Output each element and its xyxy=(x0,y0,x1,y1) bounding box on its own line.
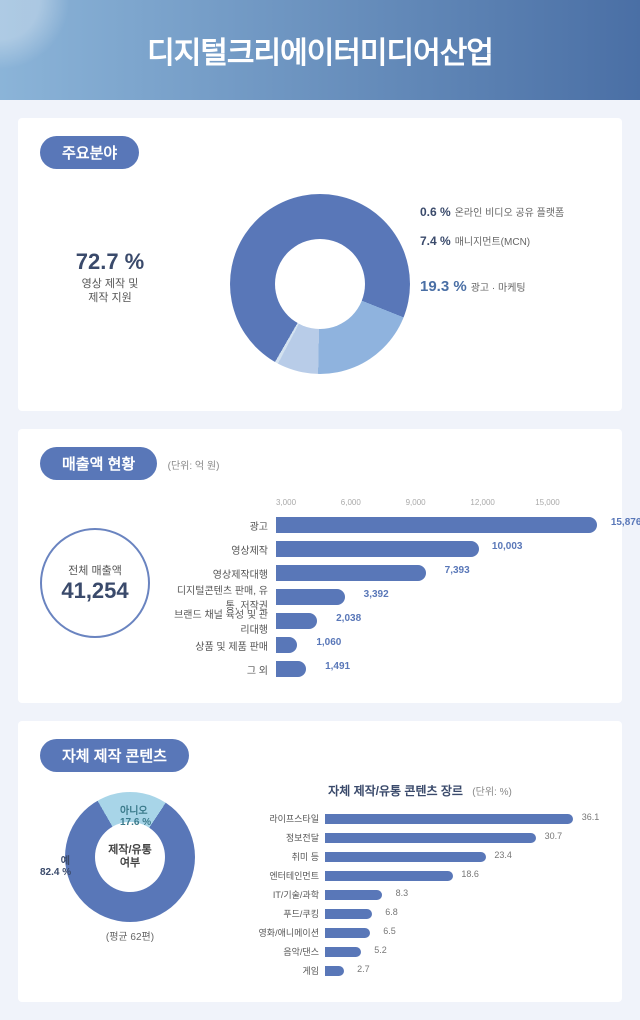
total-label: 전체 매출액 xyxy=(68,562,122,578)
axis-tick: 15,000 xyxy=(535,498,600,507)
genre-row: IT/기술/과학8.3 xyxy=(240,885,600,904)
genre-fill: 23.4 xyxy=(325,852,486,862)
donut-main-label: 72.7 % 영상 제작 및제작 지원 xyxy=(40,249,180,306)
page-title: 디지털크리에이터미디어산업 xyxy=(147,28,493,72)
bar-fill: 3,392 xyxy=(276,589,345,605)
header: 디지털크리에이터미디어산업 xyxy=(0,0,640,100)
genre-label: 엔터테인먼트 xyxy=(240,869,325,882)
genre-fill: 6.8 xyxy=(325,909,372,919)
genre-row: 취미 등23.4 xyxy=(240,847,600,866)
bar-label: 영상제작대행 xyxy=(166,566,276,581)
genre-fill: 8.3 xyxy=(325,890,382,900)
genre-row: 푸드/쿠킹6.8 xyxy=(240,904,600,923)
bar-value: 10,003 xyxy=(492,541,523,552)
genre-value: 23.4 xyxy=(494,850,512,860)
bar-row: 브랜드 채널 육성 및 관리대행2,038 xyxy=(166,609,600,633)
header-decoration xyxy=(0,0,70,70)
section-revenue: 매출액 현황 (단위: 억 원) 전체 매출액 41,254 3,0006,00… xyxy=(18,429,622,703)
genre-fill: 18.6 xyxy=(325,871,453,881)
small-donut-center: 제작/유통여부 xyxy=(95,822,165,892)
bar-row: 상품 및 제품 판매1,060 xyxy=(166,633,600,657)
genre-title: 자체 제작/유통 콘텐츠 장르 (단위: %) xyxy=(240,782,600,799)
genre-row: 게임2.7 xyxy=(240,961,600,980)
genre-row: 엔터테인먼트18.6 xyxy=(240,866,600,885)
bar-label: 상품 및 제품 판매 xyxy=(166,638,276,653)
genre-fill: 30.7 xyxy=(325,833,536,843)
genre-label: 게임 xyxy=(240,964,325,977)
genre-row: 음악/댄스5.2 xyxy=(240,942,600,961)
bar-value: 2,038 xyxy=(336,613,361,624)
genre-label: 영화/애니메이션 xyxy=(240,926,325,939)
genre-label: 취미 등 xyxy=(240,850,325,863)
genre-label: 푸드/쿠킹 xyxy=(240,907,325,920)
bar-fill: 7,393 xyxy=(276,565,426,581)
genre-fill: 5.2 xyxy=(325,947,361,957)
bar-fill: 2,038 xyxy=(276,613,317,629)
bar-label: 영상제작 xyxy=(166,542,276,557)
genre-value: 30.7 xyxy=(545,831,563,841)
genre-row: 라이프스타일36.1 xyxy=(240,809,600,828)
genre-fill: 6.5 xyxy=(325,928,370,938)
genre-value: 18.6 xyxy=(461,869,479,879)
bar-value: 3,392 xyxy=(364,589,389,600)
section1-badge: 주요분야 xyxy=(40,136,139,169)
bar-value: 1,060 xyxy=(316,637,341,648)
bar-fill: 10,003 xyxy=(276,541,479,557)
bar-row: 광고15,876 xyxy=(166,513,600,537)
revenue-bar-chart: 3,0006,0009,00012,00015,000 광고15,876영상제작… xyxy=(166,498,600,681)
section-own-content: 자체 제작 콘텐츠 제작/유통여부 아니오 17.6 % 예 82.4 % (평… xyxy=(18,721,622,1002)
bar-fill: 1,491 xyxy=(276,661,306,677)
axis-tick: 6,000 xyxy=(341,498,406,507)
genre-row: 영화/애니메이션6.5 xyxy=(240,923,600,942)
genre-label: 음악/댄스 xyxy=(240,945,325,958)
bar-value: 15,876 xyxy=(611,517,640,528)
bar-row: 영상제작10,003 xyxy=(166,537,600,561)
genre-label: 정보전달 xyxy=(240,831,325,844)
bar-axis: 3,0006,0009,00012,00015,000 xyxy=(166,498,600,507)
genre-value: 36.1 xyxy=(582,812,600,822)
section-main-fields: 주요분야 72.7 % 영상 제작 및제작 지원 0.6 %온라인 비디오 공유… xyxy=(18,118,622,411)
callout-item: 19.3 %광고 · 마케팅 xyxy=(420,278,600,295)
no-label: 아니오 17.6 % xyxy=(120,802,151,828)
bar-label: 광고 xyxy=(166,518,276,533)
donut-chart-main: 72.7 % 영상 제작 및제작 지원 0.6 %온라인 비디오 공유 플랫폼 7… xyxy=(40,179,600,389)
section3-badge: 자체 제작 콘텐츠 xyxy=(40,739,189,772)
donut-main-percent: 72.7 % xyxy=(40,249,180,275)
genre-value: 2.7 xyxy=(357,964,370,974)
donut-graphic xyxy=(230,194,410,374)
avg-note: (평균 62편) xyxy=(40,928,220,943)
callout-item: 0.6 %온라인 비디오 공유 플랫폼 xyxy=(420,204,600,219)
donut-callouts: 0.6 %온라인 비디오 공유 플랫폼 7.4 %매니지먼트(MCN) 19.3 %… xyxy=(420,204,600,295)
genre-label: IT/기술/과학 xyxy=(240,888,325,901)
genre-chart: 자체 제작/유통 콘텐츠 장르 (단위: %) 라이프스타일36.1정보전달30… xyxy=(240,782,600,980)
callout-item: 7.4 %매니지먼트(MCN) xyxy=(420,233,600,248)
axis-tick: 12,000 xyxy=(470,498,535,507)
total-value: 41,254 xyxy=(61,578,128,604)
axis-tick: 3,000 xyxy=(276,498,341,507)
axis-tick: 9,000 xyxy=(406,498,471,507)
genre-label: 라이프스타일 xyxy=(240,812,325,825)
genre-value: 8.3 xyxy=(396,888,409,898)
bar-value: 1,491 xyxy=(325,661,350,672)
genre-fill: 2.7 xyxy=(325,966,344,976)
bar-value: 7,393 xyxy=(445,565,470,576)
genre-row: 정보전달30.7 xyxy=(240,828,600,847)
bar-row: 그 외1,491 xyxy=(166,657,600,681)
genre-fill: 36.1 xyxy=(325,814,573,824)
donut-hole xyxy=(275,239,365,329)
small-donut-wrap: 제작/유통여부 아니오 17.6 % 예 82.4 % (평균 62편) xyxy=(40,782,220,943)
bar-label: 그 외 xyxy=(166,662,276,677)
bar-fill: 1,060 xyxy=(276,637,297,653)
genre-value: 6.5 xyxy=(383,926,396,936)
total-revenue-circle: 전체 매출액 41,254 xyxy=(40,528,150,638)
section2-unit: (단위: 억 원) xyxy=(168,461,220,472)
section2-badge: 매출액 현황 xyxy=(40,447,157,480)
genre-value: 5.2 xyxy=(374,945,387,955)
bar-label: 브랜드 채널 육성 및 관리대행 xyxy=(166,606,276,636)
yes-label: 예 82.4 % xyxy=(40,852,70,878)
genre-value: 6.8 xyxy=(385,907,398,917)
bar-fill: 15,876 xyxy=(276,517,597,533)
donut-main-text: 영상 제작 및제작 지원 xyxy=(40,277,180,306)
